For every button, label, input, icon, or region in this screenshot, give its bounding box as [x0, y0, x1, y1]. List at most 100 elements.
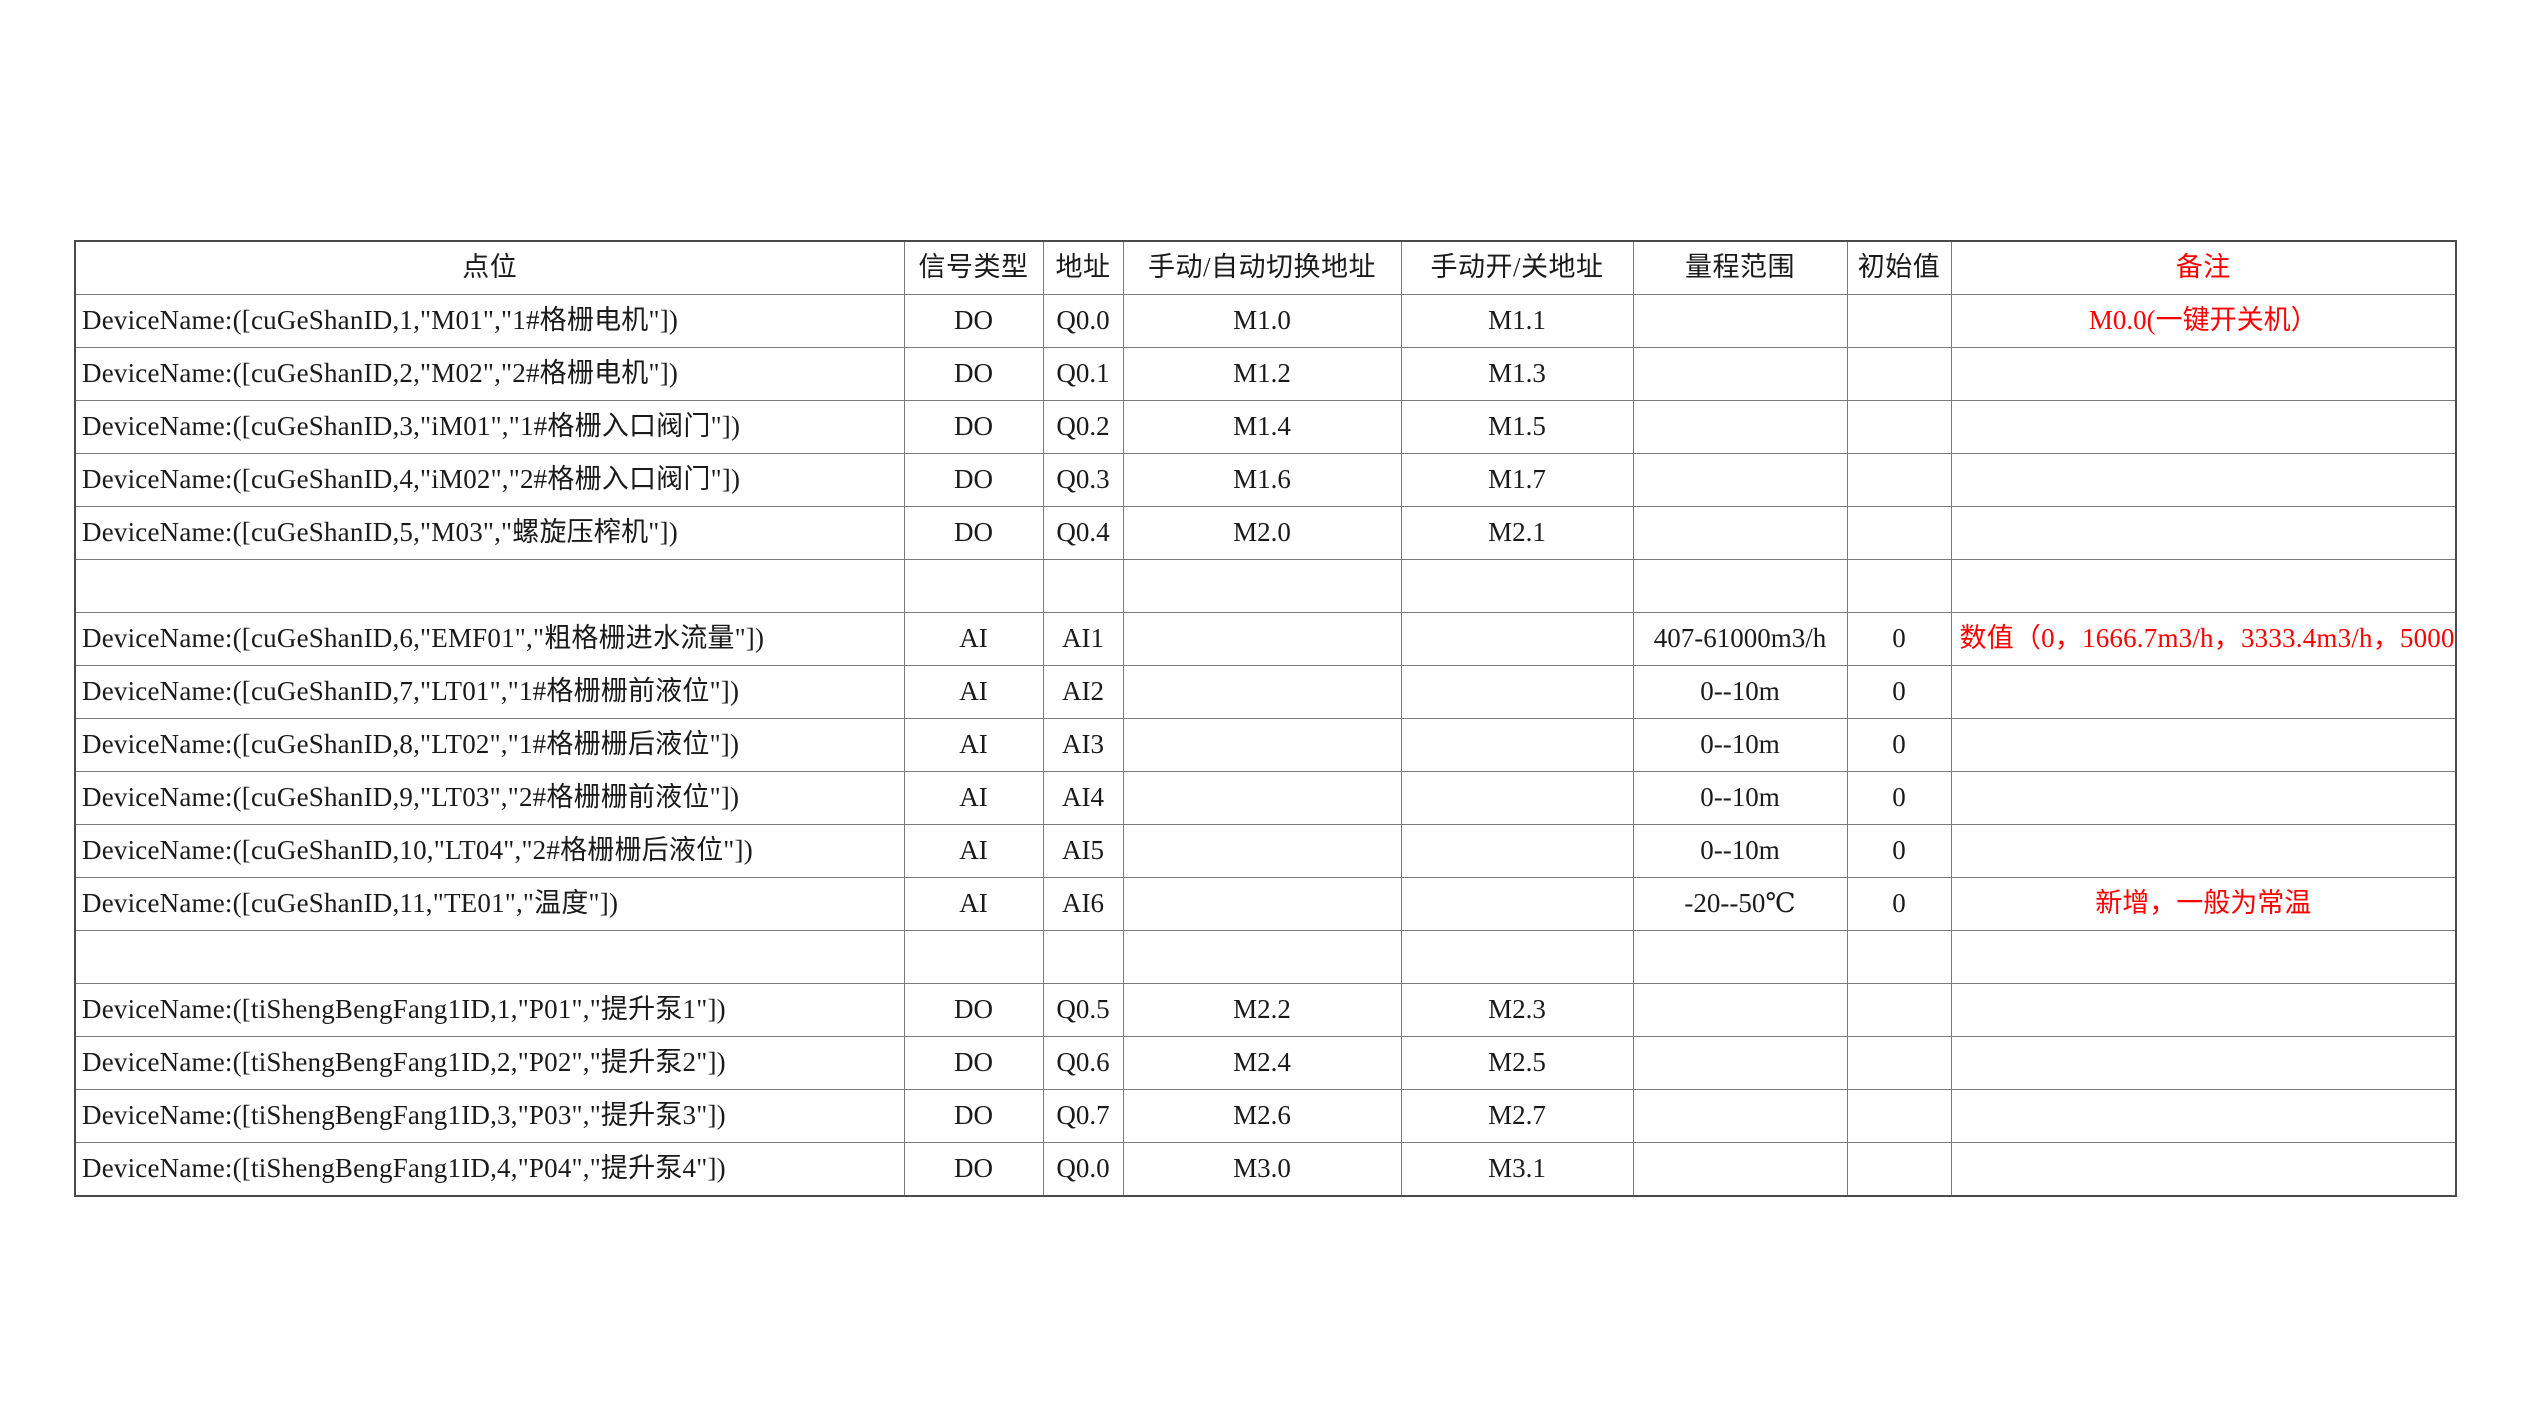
cell-manual-auto-address: [1122, 559, 1402, 613]
cell-remark: [1950, 1089, 2457, 1143]
cell-range: 407-61000m3/h: [1632, 612, 1848, 666]
cell-remark: [1950, 400, 2457, 454]
cell-manual-onoff-address: M2.5: [1400, 1036, 1634, 1090]
cell-remark: [1950, 506, 2457, 560]
cell-initial-value: [1846, 930, 1952, 984]
cell-range: [1632, 1089, 1848, 1143]
cell-address: Q0.2: [1042, 400, 1124, 454]
cell-manual-auto-address: [1122, 930, 1402, 984]
cell-point: DeviceName:([tiShengBengFang1ID,4,"P04",…: [74, 1142, 905, 1197]
cell-point: DeviceName:([cuGeShanID,8,"LT02","1#格栅栅后…: [74, 718, 905, 772]
cell-range: [1632, 347, 1848, 401]
spacer-row: [74, 559, 2457, 613]
cell-manual-auto-address: [1122, 877, 1402, 931]
cell-remark: 新增，一般为常温: [1950, 877, 2457, 931]
table-row: DeviceName:([cuGeShanID,4,"iM02","2#格栅入口…: [74, 453, 2457, 507]
plc-point-table: 点位 信号类型 地址 手动/自动切换地址 手动开/关地址 量程范围 初始值 备注…: [74, 240, 2457, 1197]
cell-point: [74, 930, 905, 984]
cell-remark: [1950, 983, 2457, 1037]
cell-signal-type: [903, 559, 1044, 613]
cell-point: DeviceName:([tiShengBengFang1ID,2,"P02",…: [74, 1036, 905, 1090]
cell-range: [1632, 400, 1848, 454]
cell-signal-type: AI: [903, 824, 1044, 878]
cell-range: [1632, 559, 1848, 613]
cell-range: 0--10m: [1632, 718, 1848, 772]
cell-remark: 数值（0，1666.7m3/h，3333.4m3/h，5000.1m3/h）: [1950, 612, 2457, 666]
cell-initial-value: [1846, 559, 1952, 613]
cell-address: [1042, 930, 1124, 984]
cell-address: AI1: [1042, 612, 1124, 666]
cell-manual-onoff-address: [1400, 877, 1634, 931]
column-header-point: 点位: [74, 240, 905, 295]
cell-signal-type: DO: [903, 1142, 1044, 1197]
cell-manual-auto-address: M1.0: [1122, 294, 1402, 348]
cell-range: [1632, 453, 1848, 507]
table-row: DeviceName:([cuGeShanID,5,"M03","螺旋压榨机"]…: [74, 506, 2457, 560]
cell-manual-onoff-address: M3.1: [1400, 1142, 1634, 1197]
cell-manual-onoff-address: M2.1: [1400, 506, 1634, 560]
cell-initial-value: [1846, 347, 1952, 401]
cell-signal-type: [903, 930, 1044, 984]
cell-manual-auto-address: [1122, 718, 1402, 772]
cell-initial-value: [1846, 1089, 1952, 1143]
cell-point: DeviceName:([tiShengBengFang1ID,1,"P01",…: [74, 983, 905, 1037]
cell-address: AI3: [1042, 718, 1124, 772]
cell-remark: [1950, 930, 2457, 984]
cell-manual-auto-address: M2.2: [1122, 983, 1402, 1037]
cell-remark: [1950, 665, 2457, 719]
cell-remark: [1950, 453, 2457, 507]
cell-manual-onoff-address: M1.7: [1400, 453, 1634, 507]
table-row: DeviceName:([cuGeShanID,3,"iM01","1#格栅入口…: [74, 400, 2457, 454]
cell-initial-value: 0: [1846, 665, 1952, 719]
cell-address: Q0.4: [1042, 506, 1124, 560]
cell-initial-value: [1846, 1142, 1952, 1197]
cell-initial-value: [1846, 983, 1952, 1037]
cell-signal-type: DO: [903, 294, 1044, 348]
cell-initial-value: 0: [1846, 771, 1952, 825]
cell-signal-type: AI: [903, 771, 1044, 825]
cell-address: Q0.0: [1042, 294, 1124, 348]
cell-point: DeviceName:([cuGeShanID,9,"LT03","2#格栅栅前…: [74, 771, 905, 825]
cell-address: AI5: [1042, 824, 1124, 878]
cell-manual-auto-address: [1122, 665, 1402, 719]
table-header: 点位 信号类型 地址 手动/自动切换地址 手动开/关地址 量程范围 初始值 备注: [74, 240, 2457, 295]
table-row: DeviceName:([cuGeShanID,1,"M01","1#格栅电机"…: [74, 294, 2457, 348]
cell-remark: [1950, 718, 2457, 772]
cell-range: [1632, 294, 1848, 348]
cell-range: 0--10m: [1632, 771, 1848, 825]
cell-manual-onoff-address: M1.3: [1400, 347, 1634, 401]
cell-manual-onoff-address: [1400, 824, 1634, 878]
cell-point: DeviceName:([cuGeShanID,3,"iM01","1#格栅入口…: [74, 400, 905, 454]
cell-manual-auto-address: M2.4: [1122, 1036, 1402, 1090]
column-header-remark: 备注: [1950, 240, 2457, 295]
table-row: DeviceName:([tiShengBengFang1ID,3,"P03",…: [74, 1089, 2457, 1143]
cell-signal-type: DO: [903, 347, 1044, 401]
cell-remark: [1950, 824, 2457, 878]
cell-address: Q0.6: [1042, 1036, 1124, 1090]
cell-signal-type: DO: [903, 400, 1044, 454]
cell-address: AI4: [1042, 771, 1124, 825]
table-row: DeviceName:([cuGeShanID,7,"LT01","1#格栅栅前…: [74, 665, 2457, 719]
cell-address: Q0.0: [1042, 1142, 1124, 1197]
table-row: DeviceName:([cuGeShanID,10,"LT04","2#格栅栅…: [74, 824, 2457, 878]
cell-point: DeviceName:([tiShengBengFang1ID,3,"P03",…: [74, 1089, 905, 1143]
cell-initial-value: [1846, 453, 1952, 507]
table-row: DeviceName:([cuGeShanID,9,"LT03","2#格栅栅前…: [74, 771, 2457, 825]
cell-initial-value: 0: [1846, 824, 1952, 878]
table-row: DeviceName:([cuGeShanID,8,"LT02","1#格栅栅后…: [74, 718, 2457, 772]
cell-signal-type: AI: [903, 665, 1044, 719]
cell-initial-value: [1846, 506, 1952, 560]
table-row: DeviceName:([tiShengBengFang1ID,1,"P01",…: [74, 983, 2457, 1037]
cell-manual-auto-address: [1122, 612, 1402, 666]
cell-range: 0--10m: [1632, 665, 1848, 719]
cell-manual-auto-address: M1.6: [1122, 453, 1402, 507]
cell-remark: [1950, 559, 2457, 613]
cell-point: DeviceName:([cuGeShanID,10,"LT04","2#格栅栅…: [74, 824, 905, 878]
cell-manual-onoff-address: M2.3: [1400, 983, 1634, 1037]
cell-manual-onoff-address: [1400, 930, 1634, 984]
cell-manual-auto-address: M2.0: [1122, 506, 1402, 560]
cell-initial-value: 0: [1846, 612, 1952, 666]
point-list-container: 点位 信号类型 地址 手动/自动切换地址 手动开/关地址 量程范围 初始值 备注…: [74, 240, 2457, 1197]
cell-manual-onoff-address: [1400, 612, 1634, 666]
cell-manual-auto-address: M2.6: [1122, 1089, 1402, 1143]
